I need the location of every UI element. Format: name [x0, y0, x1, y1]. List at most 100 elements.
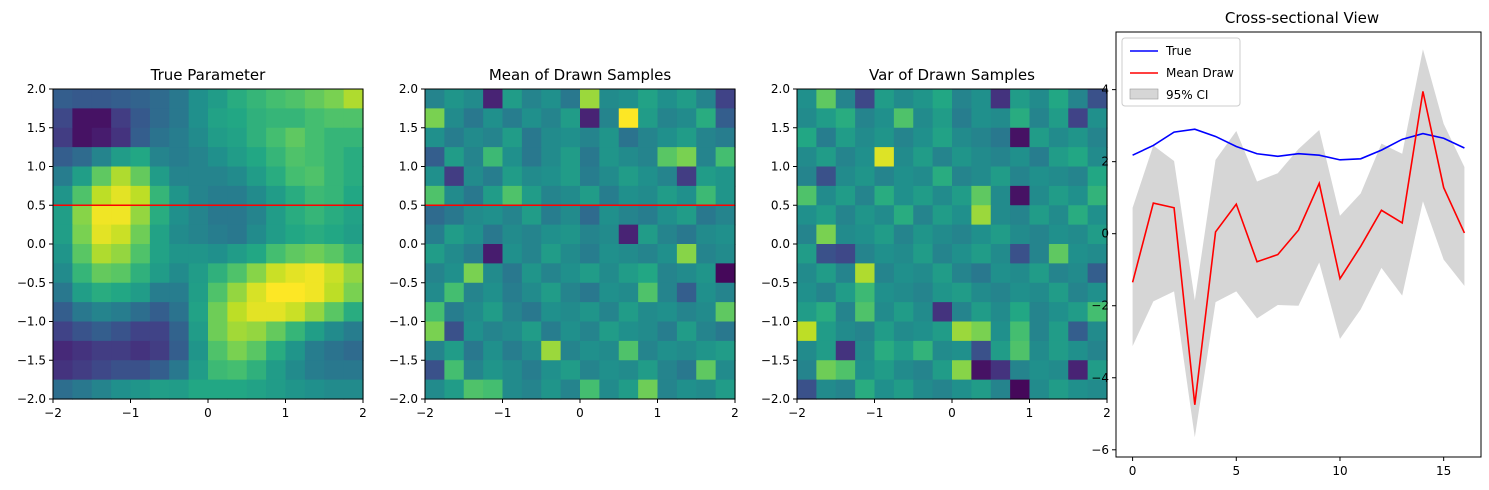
heatmap-cell	[324, 340, 345, 361]
heatmap-cell	[463, 244, 484, 264]
heatmap-cell	[91, 282, 112, 303]
y-tick-label: −1.5	[761, 353, 790, 367]
heatmap-cell	[1010, 224, 1031, 245]
heatmap-cell	[696, 205, 717, 226]
heatmap-cell	[657, 185, 678, 206]
heatmap-cell	[715, 263, 736, 284]
heatmap-cell	[1087, 127, 1108, 148]
heatmap-cell	[324, 302, 345, 323]
heatmap-cell	[971, 205, 992, 226]
heatmap-cell	[425, 340, 445, 361]
heatmap-cell	[444, 302, 465, 323]
heatmap-cell	[502, 321, 523, 342]
heatmap-cell	[285, 166, 306, 187]
heatmap-cell	[149, 321, 170, 342]
heatmap-cell	[638, 360, 659, 381]
x-tick-label: −1	[122, 406, 140, 420]
heatmap-cell	[893, 147, 914, 168]
heatmap-cell	[324, 360, 345, 381]
heatmap-cell	[816, 147, 837, 168]
x-tick-label: −1	[866, 406, 884, 420]
heatmap-cell	[285, 282, 306, 303]
heatmap-cell	[266, 185, 287, 206]
heatmap-cell	[227, 185, 248, 206]
heatmap-cell	[444, 224, 465, 245]
heatmap-cell	[715, 89, 736, 109]
y-tick-label: 2	[1101, 155, 1109, 169]
heatmap-cell	[855, 379, 876, 400]
heatmap-cell	[676, 379, 697, 400]
heatmap-cell	[835, 340, 856, 361]
heatmap-cell	[797, 205, 817, 226]
heatmap-cell	[521, 166, 542, 187]
heatmap-cell	[835, 282, 856, 303]
heatmap-cell	[227, 224, 248, 245]
heatmap-cell	[304, 108, 325, 129]
heatmap-cell	[855, 108, 876, 129]
heatmap-cell	[952, 166, 972, 187]
heatmap-cell	[874, 147, 895, 168]
heatmap-cell	[208, 360, 228, 381]
heatmap-cell	[1029, 224, 1050, 245]
heatmap-cell	[952, 360, 972, 381]
heatmap-cell	[657, 89, 678, 109]
heatmap-cell	[304, 205, 325, 226]
panel-title: Var of Drawn Samples	[869, 66, 1035, 84]
heatmap-cell	[246, 340, 267, 361]
heatmap-cell	[599, 127, 620, 148]
heatmap-cell	[1048, 263, 1069, 284]
heatmap-cell	[797, 147, 817, 168]
heatmap-cell	[169, 321, 190, 342]
heatmap-cell	[971, 282, 992, 303]
heatmap-cell	[246, 185, 267, 206]
y-tick-label: 1.0	[771, 160, 790, 174]
x-tick-label: 10	[1332, 464, 1347, 478]
heatmap-cell	[932, 127, 953, 148]
y-tick-label: 0.0	[771, 237, 790, 251]
heatmap-cell	[932, 224, 953, 245]
heatmap-cell	[1087, 379, 1108, 400]
heatmap-cell	[463, 147, 484, 168]
heatmap-cell	[324, 185, 345, 206]
heatmap-cell	[952, 282, 972, 303]
heatmap-cell	[913, 321, 934, 342]
y-tick-labels: 2.0 1.5 1.0 0.5 0.0 −0.5 −1.0 −1.5 −2.0	[17, 82, 53, 406]
heatmap-cell	[560, 127, 581, 148]
panel-title: True Parameter	[150, 66, 267, 84]
heatmap-cell	[990, 224, 1011, 245]
heatmap-cell	[676, 89, 697, 109]
heatmap-cell	[990, 379, 1011, 400]
heatmap-cell	[208, 340, 228, 361]
heatmap-cell	[188, 360, 209, 381]
heatmap-cell	[893, 185, 914, 206]
heatmap-cell	[91, 244, 112, 264]
heatmap-cell	[1029, 127, 1050, 148]
heatmap-cell	[188, 282, 209, 303]
heatmap-cell	[266, 108, 287, 129]
heatmap-cell	[285, 127, 306, 148]
heatmap-cell	[913, 147, 934, 168]
heatmap-cell	[425, 127, 445, 148]
heatmap-cell	[483, 360, 504, 381]
heatmap-cell	[1010, 360, 1031, 381]
heatmap-cell	[599, 302, 620, 323]
heatmap-cell	[971, 224, 992, 245]
heatmap-cell	[169, 127, 190, 148]
heatmap-cell	[990, 89, 1011, 109]
y-tick-label: 0.5	[27, 198, 46, 212]
panel-var-drawn-samples: Var of Drawn Samples −2 −1 0 1 2 2.0 1.5 1.0 0.…	[761, 66, 1111, 420]
heatmap-cell	[1068, 379, 1089, 400]
heatmap-cell	[580, 282, 600, 303]
heatmap-cell	[971, 89, 992, 109]
y-tick-label: 1.0	[399, 160, 418, 174]
heatmap-cell	[425, 263, 445, 284]
legend-label-true: True	[1165, 44, 1192, 58]
heatmap-cell	[285, 263, 306, 284]
heatmap-cell	[657, 108, 678, 129]
heatmap-cell	[149, 205, 170, 226]
heatmap-cell	[227, 244, 248, 264]
heatmap-cell	[208, 282, 228, 303]
heatmap-cell	[971, 321, 992, 342]
y-tick-label: −0.5	[17, 276, 46, 290]
